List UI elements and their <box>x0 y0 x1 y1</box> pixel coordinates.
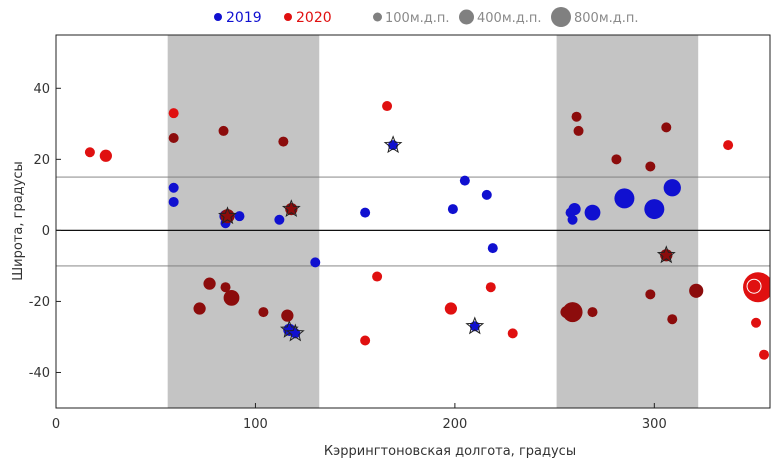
y-tick-label: 40 <box>33 82 50 97</box>
data-point-2020 <box>723 140 734 151</box>
data-point-2019 <box>447 204 458 215</box>
x-axis-label: Кэррингтоновская долгота, градусы <box>324 444 576 459</box>
data-point-2020 <box>278 136 289 147</box>
data-point-2020 <box>689 283 704 298</box>
star-marker <box>218 206 237 225</box>
data-point-2019 <box>663 179 681 197</box>
data-point-2020 <box>611 154 622 165</box>
data-point-2020 <box>203 277 216 290</box>
data-point-2020 <box>84 147 95 158</box>
data-point-2020 <box>168 133 179 144</box>
data-point-2019 <box>360 207 371 218</box>
y-tick-label: -40 <box>29 366 50 381</box>
data-point-2020 <box>571 111 582 122</box>
data-point-2019 <box>459 175 470 186</box>
data-point-2020 <box>743 272 770 303</box>
data-point-2019 <box>487 243 498 254</box>
y-tick-label: -20 <box>29 295 50 310</box>
x-axis-ticks: 0 100 200 300 <box>52 403 667 432</box>
data-point-2020 <box>99 149 112 162</box>
data-point-2020 <box>372 271 383 282</box>
star-marker <box>281 199 301 218</box>
data-point-2020 <box>507 328 518 339</box>
data-point-2020 <box>573 125 584 136</box>
data-point-2020 <box>645 289 656 300</box>
legend-size-label: 800м.д.п. <box>574 11 639 26</box>
data-point-2019 <box>644 199 665 220</box>
star-marker <box>656 245 676 264</box>
x-tick-label: 0 <box>52 417 60 432</box>
y-tick-label: 20 <box>33 153 50 168</box>
data-point-2019 <box>274 214 285 225</box>
data-point-2020 <box>168 108 179 119</box>
y-tick-label: 0 <box>42 224 50 239</box>
data-point-2020 <box>382 101 393 112</box>
y-axis-ticks: -40 -20 0 20 40 <box>29 82 61 381</box>
data-point-2020 <box>751 317 762 328</box>
data-point-2019 <box>567 214 578 225</box>
legend-marker-2020 <box>284 13 292 21</box>
reference-lines <box>56 176 770 267</box>
legend-marker-2019 <box>214 13 222 21</box>
data-point-2020 <box>759 349 770 360</box>
data-point-2020 <box>218 125 229 136</box>
star-marker <box>279 319 299 338</box>
x-tick-label: 300 <box>642 417 667 432</box>
star-marker <box>383 135 403 154</box>
data-point-2020 <box>220 282 231 293</box>
data-points <box>84 101 770 360</box>
legend-label-2020: 2020 <box>296 10 332 26</box>
data-point-2020 <box>360 335 371 346</box>
data-point-2019 <box>481 189 492 200</box>
data-point-2019 <box>584 204 601 221</box>
plot-frame <box>55 34 771 409</box>
legend-size-label: 100м.д.п. <box>385 11 450 26</box>
shaded-region-1 <box>167 35 320 408</box>
data-point-2019 <box>234 211 245 222</box>
data-point-2020 <box>587 307 598 318</box>
legend-size-marker <box>459 9 474 25</box>
y-axis-label: Широта, градусы <box>11 161 26 281</box>
point-ring-marker <box>746 278 762 294</box>
data-point-2020 <box>485 282 496 293</box>
data-point-2020 <box>258 307 269 318</box>
data-point-2020 <box>667 314 678 325</box>
x-tick-label: 200 <box>442 417 467 432</box>
legend-label-2019: 2019 <box>226 10 262 26</box>
data-point-2020 <box>645 161 656 172</box>
legend-size-marker <box>373 12 382 22</box>
data-point-2019 <box>168 182 179 193</box>
data-point-2020 <box>444 302 458 315</box>
data-point-2020 <box>661 122 672 133</box>
data-point-2020 <box>562 302 583 323</box>
data-point-2019 <box>310 257 321 268</box>
data-point-2019 <box>614 188 635 209</box>
star-marker <box>285 323 305 342</box>
data-point-2020 <box>193 302 206 315</box>
legend: 2019 2020 100м.д.п. 400м.д.п. 800м.д.п. <box>214 7 639 27</box>
data-point-2020 <box>220 209 235 224</box>
legend-size-marker <box>551 7 571 27</box>
data-point-2020 <box>223 289 240 306</box>
legend-size-label: 400м.д.п. <box>477 11 542 26</box>
shaded-region-2 <box>556 35 699 408</box>
data-point-2019 <box>168 196 179 207</box>
x-tick-label: 100 <box>243 417 268 432</box>
shaded-regions <box>167 35 699 408</box>
data-point-2019 <box>568 202 581 216</box>
data-point-2020 <box>281 309 294 322</box>
star-marker <box>465 316 485 335</box>
